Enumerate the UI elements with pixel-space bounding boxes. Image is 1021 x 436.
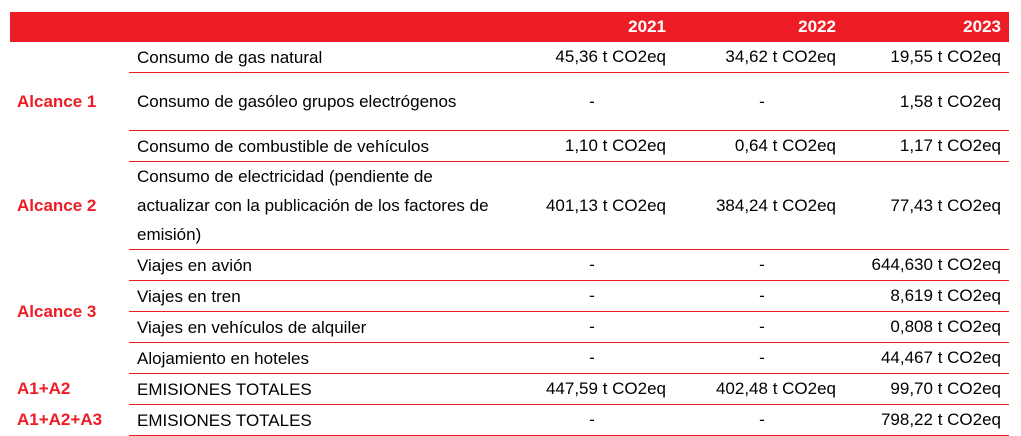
value-2023: 8,619 t CO2eq bbox=[844, 280, 1009, 312]
header-empty-desc bbox=[129, 12, 504, 42]
table-row: Consumo de combustible de vehículos 1,10… bbox=[10, 130, 1009, 162]
header-row: 2021 2022 2023 bbox=[10, 12, 1009, 42]
scope-label-alcance-3: Alcance 3 bbox=[17, 301, 97, 321]
row-description: Viajes en vehículos de alquiler bbox=[129, 311, 504, 343]
value-2022: 402,48 t CO2eq bbox=[674, 373, 844, 405]
value-2022: - bbox=[674, 404, 844, 436]
value-2022: - bbox=[674, 342, 844, 374]
scope-label-a1-a2: A1+A2 bbox=[17, 379, 71, 398]
scope-label-a1-a2-a3: A1+A2+A3 bbox=[17, 410, 103, 429]
table-row: Viajes en vehículos de alquiler - - 0,80… bbox=[10, 311, 1009, 343]
value-2021: - bbox=[504, 404, 674, 436]
scope-label-alcance-2: Alcance 2 bbox=[17, 195, 97, 215]
value-2022: 34,62 t CO2eq bbox=[674, 42, 844, 73]
table-row: Viajes en tren - - 8,619 t CO2eq bbox=[10, 280, 1009, 312]
row-description: Consumo de electricidad (pendiente de ac… bbox=[129, 161, 504, 250]
value-2022: - bbox=[674, 280, 844, 312]
value-2021: 401,13 t CO2eq bbox=[504, 161, 674, 250]
value-2022: 384,24 t CO2eq bbox=[674, 161, 844, 250]
table-row: Alcance 1 Consumo de gas natural 45,36 t… bbox=[10, 42, 1009, 111]
row-description: Alojamiento en hoteles bbox=[129, 342, 504, 374]
value-2023: 798,22 t CO2eq bbox=[844, 404, 1009, 436]
value-2023: 44,467 t CO2eq bbox=[844, 342, 1009, 374]
value-2023: 1,17 t CO2eq bbox=[844, 130, 1009, 162]
table-row: Alcance 3 Viajes en avión - - 644,630 t … bbox=[10, 249, 1009, 321]
emissions-table: 2021 2022 2023 Alcance 1 Consumo de gas … bbox=[10, 12, 1009, 436]
table-row: Consumo de gasóleo grupos electrógenos -… bbox=[10, 72, 1009, 131]
value-2022: - bbox=[674, 72, 844, 131]
value-2021: - bbox=[504, 72, 674, 131]
row-description: Viajes en avión bbox=[129, 249, 504, 281]
value-2023: 1,58 t CO2eq bbox=[844, 72, 1009, 131]
value-2023: 77,43 t CO2eq bbox=[844, 161, 1009, 250]
table-row: A1+A2 EMISIONES TOTALES 447,59 t CO2eq 4… bbox=[10, 373, 1009, 405]
value-2023: 19,55 t CO2eq bbox=[844, 42, 1009, 73]
value-2021: - bbox=[504, 342, 674, 374]
table-row: Alojamiento en hoteles - - 44,467 t CO2e… bbox=[10, 342, 1009, 374]
value-2021: 45,36 t CO2eq bbox=[504, 42, 674, 73]
table-row: A1+A2+A3 EMISIONES TOTALES - - 798,22 t … bbox=[10, 404, 1009, 436]
value-2023: 0,808 t CO2eq bbox=[844, 311, 1009, 343]
header-2021: 2021 bbox=[628, 17, 666, 36]
value-2021: - bbox=[504, 280, 674, 312]
header-empty-scope bbox=[10, 12, 129, 42]
table-row: Alcance 2 Consumo de electricidad (pendi… bbox=[10, 161, 1009, 250]
header-2022: 2022 bbox=[798, 17, 836, 36]
value-2022: - bbox=[674, 249, 844, 281]
value-2021: - bbox=[504, 249, 674, 281]
value-2023: 99,70 t CO2eq bbox=[844, 373, 1009, 405]
scope-label-alcance-1: Alcance 1 bbox=[17, 91, 97, 111]
row-description: EMISIONES TOTALES bbox=[129, 404, 504, 436]
row-description: Viajes en tren bbox=[129, 280, 504, 312]
value-2022: 0,64 t CO2eq bbox=[674, 130, 844, 162]
value-2021: 447,59 t CO2eq bbox=[504, 373, 674, 405]
value-2021: 1,10 t CO2eq bbox=[504, 130, 674, 162]
value-2023: 644,630 t CO2eq bbox=[844, 249, 1009, 281]
row-description: Consumo de combustible de vehículos bbox=[129, 130, 504, 162]
value-2022: - bbox=[674, 311, 844, 343]
row-description: EMISIONES TOTALES bbox=[129, 373, 504, 405]
row-description: Consumo de gas natural bbox=[129, 42, 504, 73]
value-2021: - bbox=[504, 311, 674, 343]
header-2023: 2023 bbox=[963, 17, 1001, 36]
emissions-table-container: 2021 2022 2023 Alcance 1 Consumo de gas … bbox=[10, 12, 1009, 436]
row-description: Consumo de gasóleo grupos electrógenos bbox=[129, 72, 504, 131]
